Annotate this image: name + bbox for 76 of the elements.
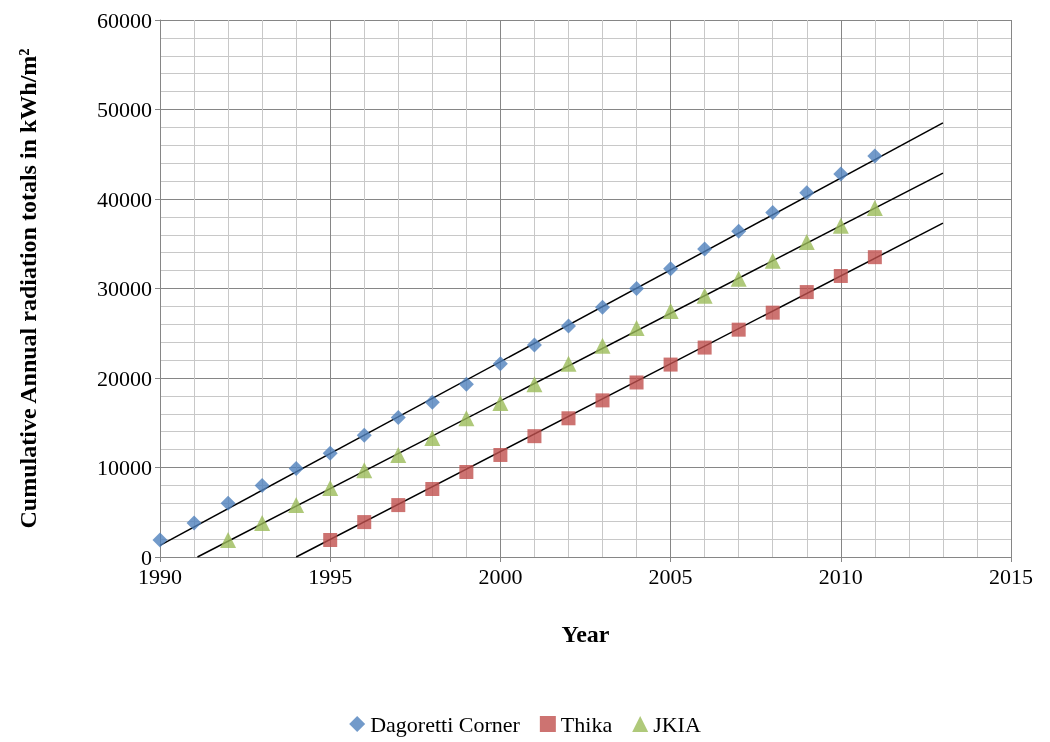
point <box>424 429 441 446</box>
legend-label: JKIA <box>653 711 701 737</box>
point <box>391 498 406 513</box>
point <box>458 376 474 392</box>
point <box>152 532 168 548</box>
point <box>526 337 542 353</box>
y-axis-title: Cumulative Annual radiation totals in kWh/m² <box>15 48 41 529</box>
point <box>527 429 542 444</box>
point <box>357 515 372 530</box>
point <box>561 411 576 426</box>
point <box>390 409 406 425</box>
point <box>798 233 815 250</box>
point <box>288 460 304 476</box>
point <box>356 462 373 479</box>
point <box>425 481 440 496</box>
point <box>254 514 271 531</box>
y-tick-label: 40000 <box>97 186 152 212</box>
x-tick-label: 2015 <box>989 563 1033 589</box>
point <box>186 515 202 531</box>
legend-label: Dagoretti Corner <box>370 711 521 737</box>
point <box>323 532 338 547</box>
point <box>799 185 815 201</box>
point <box>663 357 678 372</box>
point <box>866 199 883 216</box>
point <box>322 445 338 461</box>
point <box>628 319 645 336</box>
point <box>833 166 849 182</box>
point <box>288 497 305 514</box>
point <box>765 204 781 220</box>
legend-label: Thika <box>560 711 613 737</box>
point <box>595 299 611 315</box>
point <box>731 322 746 337</box>
y-tick-label: 0 <box>141 544 152 570</box>
point <box>492 395 509 412</box>
point <box>492 356 508 372</box>
point <box>867 148 883 164</box>
point <box>867 250 882 265</box>
point <box>833 268 848 283</box>
point <box>424 394 440 410</box>
point <box>322 480 339 497</box>
point <box>526 376 543 393</box>
x-axis-title: Year <box>561 621 610 647</box>
point <box>220 531 237 548</box>
y-tick-label: 10000 <box>97 455 152 480</box>
x-tick-label: 2005 <box>648 563 693 589</box>
point <box>458 410 475 427</box>
point <box>459 464 474 479</box>
point <box>663 261 679 277</box>
point <box>390 446 407 463</box>
point <box>254 477 270 493</box>
x-tick-label: 2010 <box>818 563 863 589</box>
point <box>799 285 814 300</box>
point <box>493 447 508 462</box>
point <box>629 281 645 296</box>
point <box>832 217 849 234</box>
point <box>560 355 577 372</box>
y-tick-label: 60000 <box>97 7 152 33</box>
y-tick-label: 20000 <box>97 365 152 391</box>
point <box>629 375 644 390</box>
point <box>356 427 372 443</box>
point <box>594 337 611 354</box>
point <box>765 305 780 320</box>
point <box>662 302 679 319</box>
point <box>595 393 610 408</box>
point <box>220 495 236 511</box>
x-tick-label: 2000 <box>478 563 523 589</box>
point <box>560 318 576 334</box>
x-tick-label: 1995 <box>308 563 353 589</box>
point <box>730 270 747 287</box>
y-tick-label: 30000 <box>97 276 152 301</box>
point <box>697 241 713 257</box>
point <box>764 252 781 269</box>
point <box>697 340 712 355</box>
point <box>731 223 747 239</box>
point <box>696 287 713 304</box>
y-tick-label: 50000 <box>97 97 152 122</box>
